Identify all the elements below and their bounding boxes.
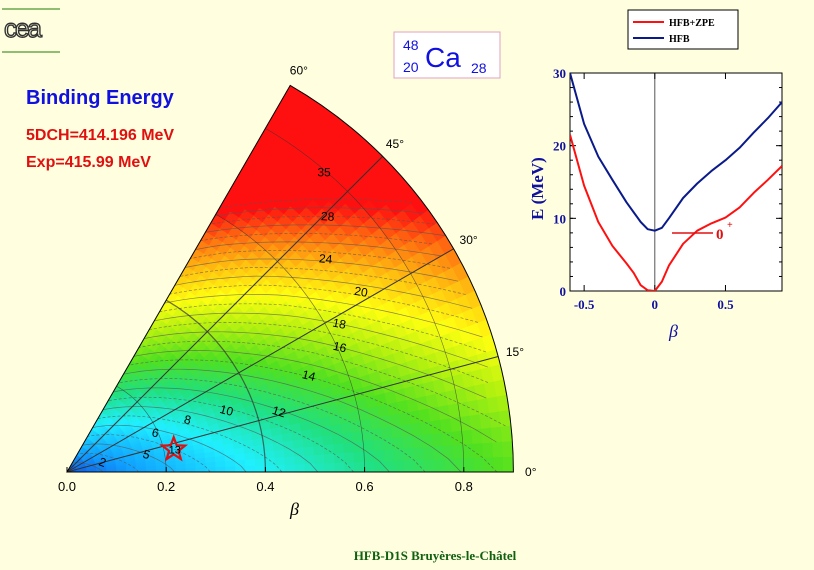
legend: HFB+ZPE HFB: [627, 9, 739, 50]
polar-xlabel: β: [289, 499, 299, 519]
gamma-label: 15°: [506, 345, 524, 359]
minimum-label: 13: [169, 444, 181, 456]
annotation-0: 0: [716, 227, 724, 243]
gamma-label: 60°: [290, 63, 308, 77]
nucleus-mass: 48: [403, 37, 419, 53]
y-tick-label: 20: [553, 139, 566, 154]
beta-tick-label: 0.8: [455, 479, 473, 494]
plot-series: [570, 73, 782, 291]
contour-label: 20: [353, 284, 369, 300]
x-tick-label: -0.5: [574, 297, 595, 312]
minimum-star: 13: [159, 434, 189, 462]
polar-map: 2 5 6 8 10 12 14 16 18 20 24 28 35 0° 15° 30° 45° 60° 0.…: [58, 63, 537, 494]
nucleus-neutrons: 28: [471, 60, 487, 76]
gamma-labels: 0° 15° 30° 45° 60°: [290, 63, 537, 479]
zero-plus-annotation: 0 +: [672, 220, 733, 243]
series-line: [570, 73, 782, 232]
x-tick-label: 0.5: [717, 297, 734, 312]
nucleus-box: 48 20 Ca 28: [393, 31, 501, 79]
gamma-label: 30°: [460, 233, 478, 247]
contour-labels: 2 5 6 8 10 12 14 16 18 20 24 28 35: [97, 165, 369, 470]
contour-label: 18: [331, 316, 347, 332]
contour-label: 6: [150, 425, 160, 440]
series-line: [570, 134, 782, 291]
contour-label: 24: [318, 251, 333, 266]
legend-hfb-zpe: HFB+ZPE: [669, 18, 715, 29]
contour-label: 2: [97, 454, 108, 470]
nucleus-symbol: Ca: [425, 42, 461, 73]
gamma-label: 0°: [525, 465, 537, 479]
beta-tick-label: 0.6: [356, 479, 374, 494]
polar-grid: [66, 128, 499, 473]
y-tick-label: 30: [553, 66, 566, 81]
contour-label: 28: [321, 209, 335, 224]
plot-ticks: 0 10 20 30 -0.5 0 0.5: [553, 66, 782, 312]
x-tick-label: 0: [652, 297, 659, 312]
nucleus-charge: 20: [403, 59, 419, 75]
cea-logo: cea: [2, 8, 60, 53]
beta-tick-label: 0.2: [157, 479, 175, 494]
annotation-plus: +: [727, 220, 733, 231]
panel-title: Binding Energy: [26, 87, 175, 109]
contour-label: 16: [332, 339, 348, 356]
contour-label: 8: [183, 412, 193, 427]
plot-ylabel: E (MeV): [528, 157, 547, 220]
y-tick-label: 10: [553, 211, 566, 226]
plot-xlabel: β: [668, 321, 678, 341]
beta-axis: 0.0 0.2 0.4 0.6 0.8: [58, 467, 473, 494]
legend-hfb: HFB: [669, 34, 690, 45]
panel-line1: 5DCH=414.196 MeV: [26, 127, 174, 144]
wedge-outline: [66, 84, 514, 473]
contour-label: 5: [141, 447, 152, 463]
beta-tick-label: 0.4: [256, 479, 274, 494]
contour-label: 14: [301, 367, 318, 384]
beta-tick-label: 0.0: [58, 479, 76, 494]
panel-line2: Exp=415.99 MeV: [26, 154, 151, 171]
contour-label: 10: [218, 402, 235, 419]
cea-logo-text: cea: [4, 13, 42, 43]
y-tick-label: 0: [560, 284, 567, 299]
footer-text: HFB-D1S Bruyères-le-Châtel: [354, 548, 517, 563]
contour-label: 35: [317, 165, 331, 179]
plot-frame: [569, 72, 783, 292]
energy-fill: [67, 85, 514, 473]
contour-label: 12: [271, 403, 288, 420]
gamma-label: 45°: [386, 137, 404, 151]
